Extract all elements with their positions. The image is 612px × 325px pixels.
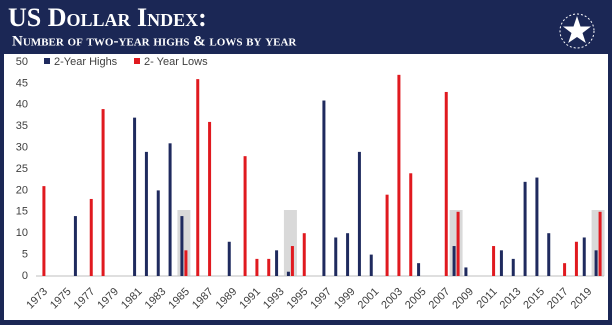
bar xyxy=(511,258,515,276)
y-tick-label: 15 xyxy=(16,206,28,218)
chart-title: US Dollar Index: xyxy=(8,3,207,32)
bar xyxy=(444,91,448,277)
bar xyxy=(275,250,279,276)
y-tick-label: 10 xyxy=(16,227,28,239)
y-tick-label: 40 xyxy=(16,99,28,111)
bar xyxy=(452,246,456,276)
bar xyxy=(101,109,105,276)
bar xyxy=(523,181,527,276)
bar xyxy=(357,151,361,276)
bar xyxy=(574,241,578,276)
bar xyxy=(334,237,338,276)
legend-swatch xyxy=(44,58,50,64)
highlight-box xyxy=(283,210,297,276)
chart-subtitle: Number of two-year highs & lows by year xyxy=(12,33,297,49)
y-tick-label: 50 xyxy=(16,56,28,68)
y-tick-label: 35 xyxy=(16,120,28,132)
bar xyxy=(385,194,389,276)
legend-label: 2-Year Highs xyxy=(54,56,118,68)
y-tick-label: 20 xyxy=(16,184,28,196)
highlight-box xyxy=(591,210,605,276)
bar xyxy=(397,74,401,276)
bar xyxy=(547,233,551,276)
bar xyxy=(346,233,350,276)
bar xyxy=(582,237,586,276)
bar xyxy=(492,246,496,276)
bar xyxy=(267,258,271,276)
highlight-box xyxy=(449,210,463,276)
y-tick-label: 0 xyxy=(22,270,28,282)
bar xyxy=(499,250,503,276)
bar xyxy=(464,267,468,276)
bar xyxy=(180,216,184,276)
bar xyxy=(42,186,46,276)
bar xyxy=(196,79,200,277)
bar xyxy=(563,263,567,276)
bar xyxy=(156,190,160,276)
y-tick-label: 5 xyxy=(22,249,28,261)
bar xyxy=(227,241,231,276)
bar xyxy=(369,254,373,276)
bar xyxy=(208,121,212,276)
highlight-box xyxy=(177,210,191,276)
plot-panel xyxy=(4,54,608,320)
bar xyxy=(73,216,77,276)
legend-label: 2- Year Lows xyxy=(144,56,208,68)
bar xyxy=(302,233,306,276)
bar xyxy=(168,143,172,276)
bar xyxy=(456,211,460,276)
bar xyxy=(133,117,137,276)
bar xyxy=(598,211,602,276)
bar xyxy=(184,250,188,276)
bar xyxy=(255,258,259,276)
bar xyxy=(409,173,413,276)
bar xyxy=(594,250,598,276)
y-tick-label: 30 xyxy=(16,142,28,154)
logo-star xyxy=(559,13,595,49)
y-tick-label: 45 xyxy=(16,77,28,89)
bar xyxy=(286,271,290,276)
bar xyxy=(243,156,247,276)
bar xyxy=(144,151,148,276)
bar xyxy=(417,263,421,276)
y-tick-label: 25 xyxy=(16,163,28,175)
legend-swatch xyxy=(134,58,140,64)
bar xyxy=(290,246,294,276)
bar xyxy=(535,177,539,276)
bar xyxy=(322,100,326,277)
bar xyxy=(89,198,93,276)
